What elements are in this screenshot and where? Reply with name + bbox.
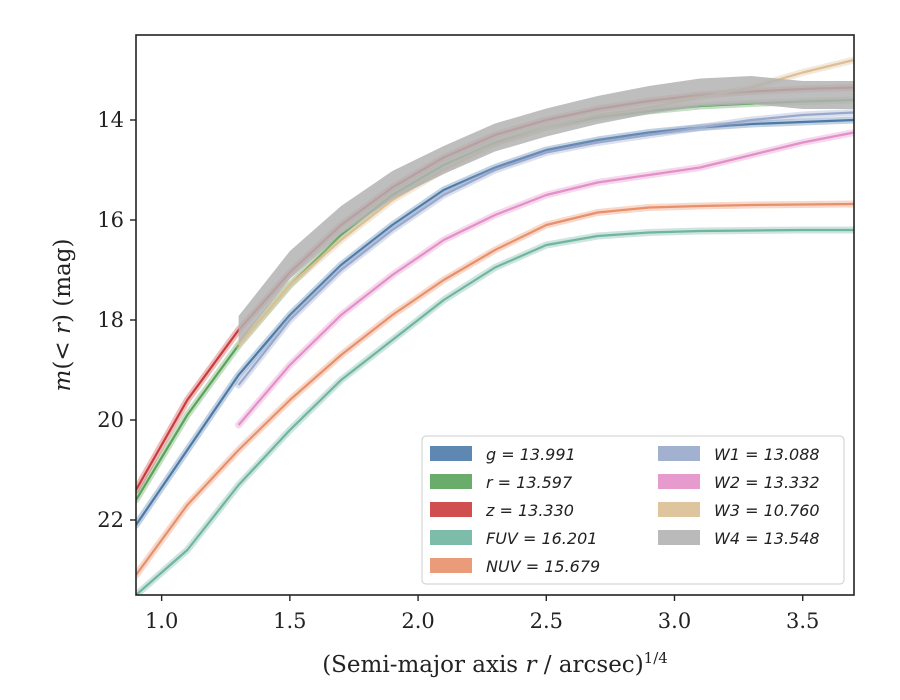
x-tick-label: 1.0 xyxy=(145,609,178,633)
x-tick-label: 2.0 xyxy=(401,609,434,633)
legend-label-W1: W1 = 13.088 xyxy=(714,445,820,464)
legend-swatch-r xyxy=(430,474,472,489)
series-g-line xyxy=(136,118,854,526)
legend-label-FUV: FUV = 16.201 xyxy=(486,529,597,548)
plot-frame xyxy=(135,34,855,596)
y-tick-label: 20 xyxy=(97,408,124,432)
series-FUV-line xyxy=(136,228,854,595)
legend-label-g: g = 13.991 xyxy=(486,445,576,464)
x-tick-label: 2.5 xyxy=(530,609,563,633)
series-NUV-line xyxy=(136,202,854,576)
x-tick-label: 1.5 xyxy=(273,609,306,633)
legend-swatch-g xyxy=(430,446,472,461)
legend-label-NUV: NUV = 15.679 xyxy=(486,557,600,576)
legend-swatch-z xyxy=(430,502,472,517)
legend-label-r: r = 13.597 xyxy=(486,473,573,492)
legend-swatch-W1 xyxy=(658,446,700,461)
legend-box xyxy=(421,435,845,585)
y-tick-label: 22 xyxy=(97,508,124,532)
x-tick-label: 3.5 xyxy=(786,609,819,633)
ticks-layer: 1.0 1.5 2.0 2.5 3.0 3.5 14 16 18 20 22 xyxy=(97,108,819,633)
legend-swatch-W3 xyxy=(658,502,700,517)
legend-swatch-W2 xyxy=(658,474,700,489)
legend-label-W2: W2 = 13.332 xyxy=(714,473,820,492)
x-tick-label: 3.0 xyxy=(658,609,691,633)
series-layer xyxy=(136,56,854,595)
legend-label-z: z = 13.330 xyxy=(485,501,574,520)
legend-label-W4: W4 = 13.548 xyxy=(714,529,820,548)
y-tick-label: 18 xyxy=(97,308,124,332)
series-W4-band xyxy=(238,76,854,344)
y-tick-label: 14 xyxy=(97,108,124,132)
x-axis-label: (Semi-major axis r / arcsec)1/4 xyxy=(322,649,668,678)
y-tick-label: 16 xyxy=(97,208,124,232)
series-W1-line xyxy=(237,111,854,386)
legend-swatch-NUV xyxy=(430,558,472,573)
series-W2-line xyxy=(237,131,854,426)
legend-swatch-FUV xyxy=(430,530,472,545)
legend: g = 13.991 r = 13.597 z = 13.330 FUV = 16.2… xyxy=(421,435,845,585)
legend-swatch-W4 xyxy=(658,530,700,545)
y-axis-label: m(< r) (mag) xyxy=(50,239,76,392)
legend-label-W3: W3 = 10.760 xyxy=(714,501,820,520)
